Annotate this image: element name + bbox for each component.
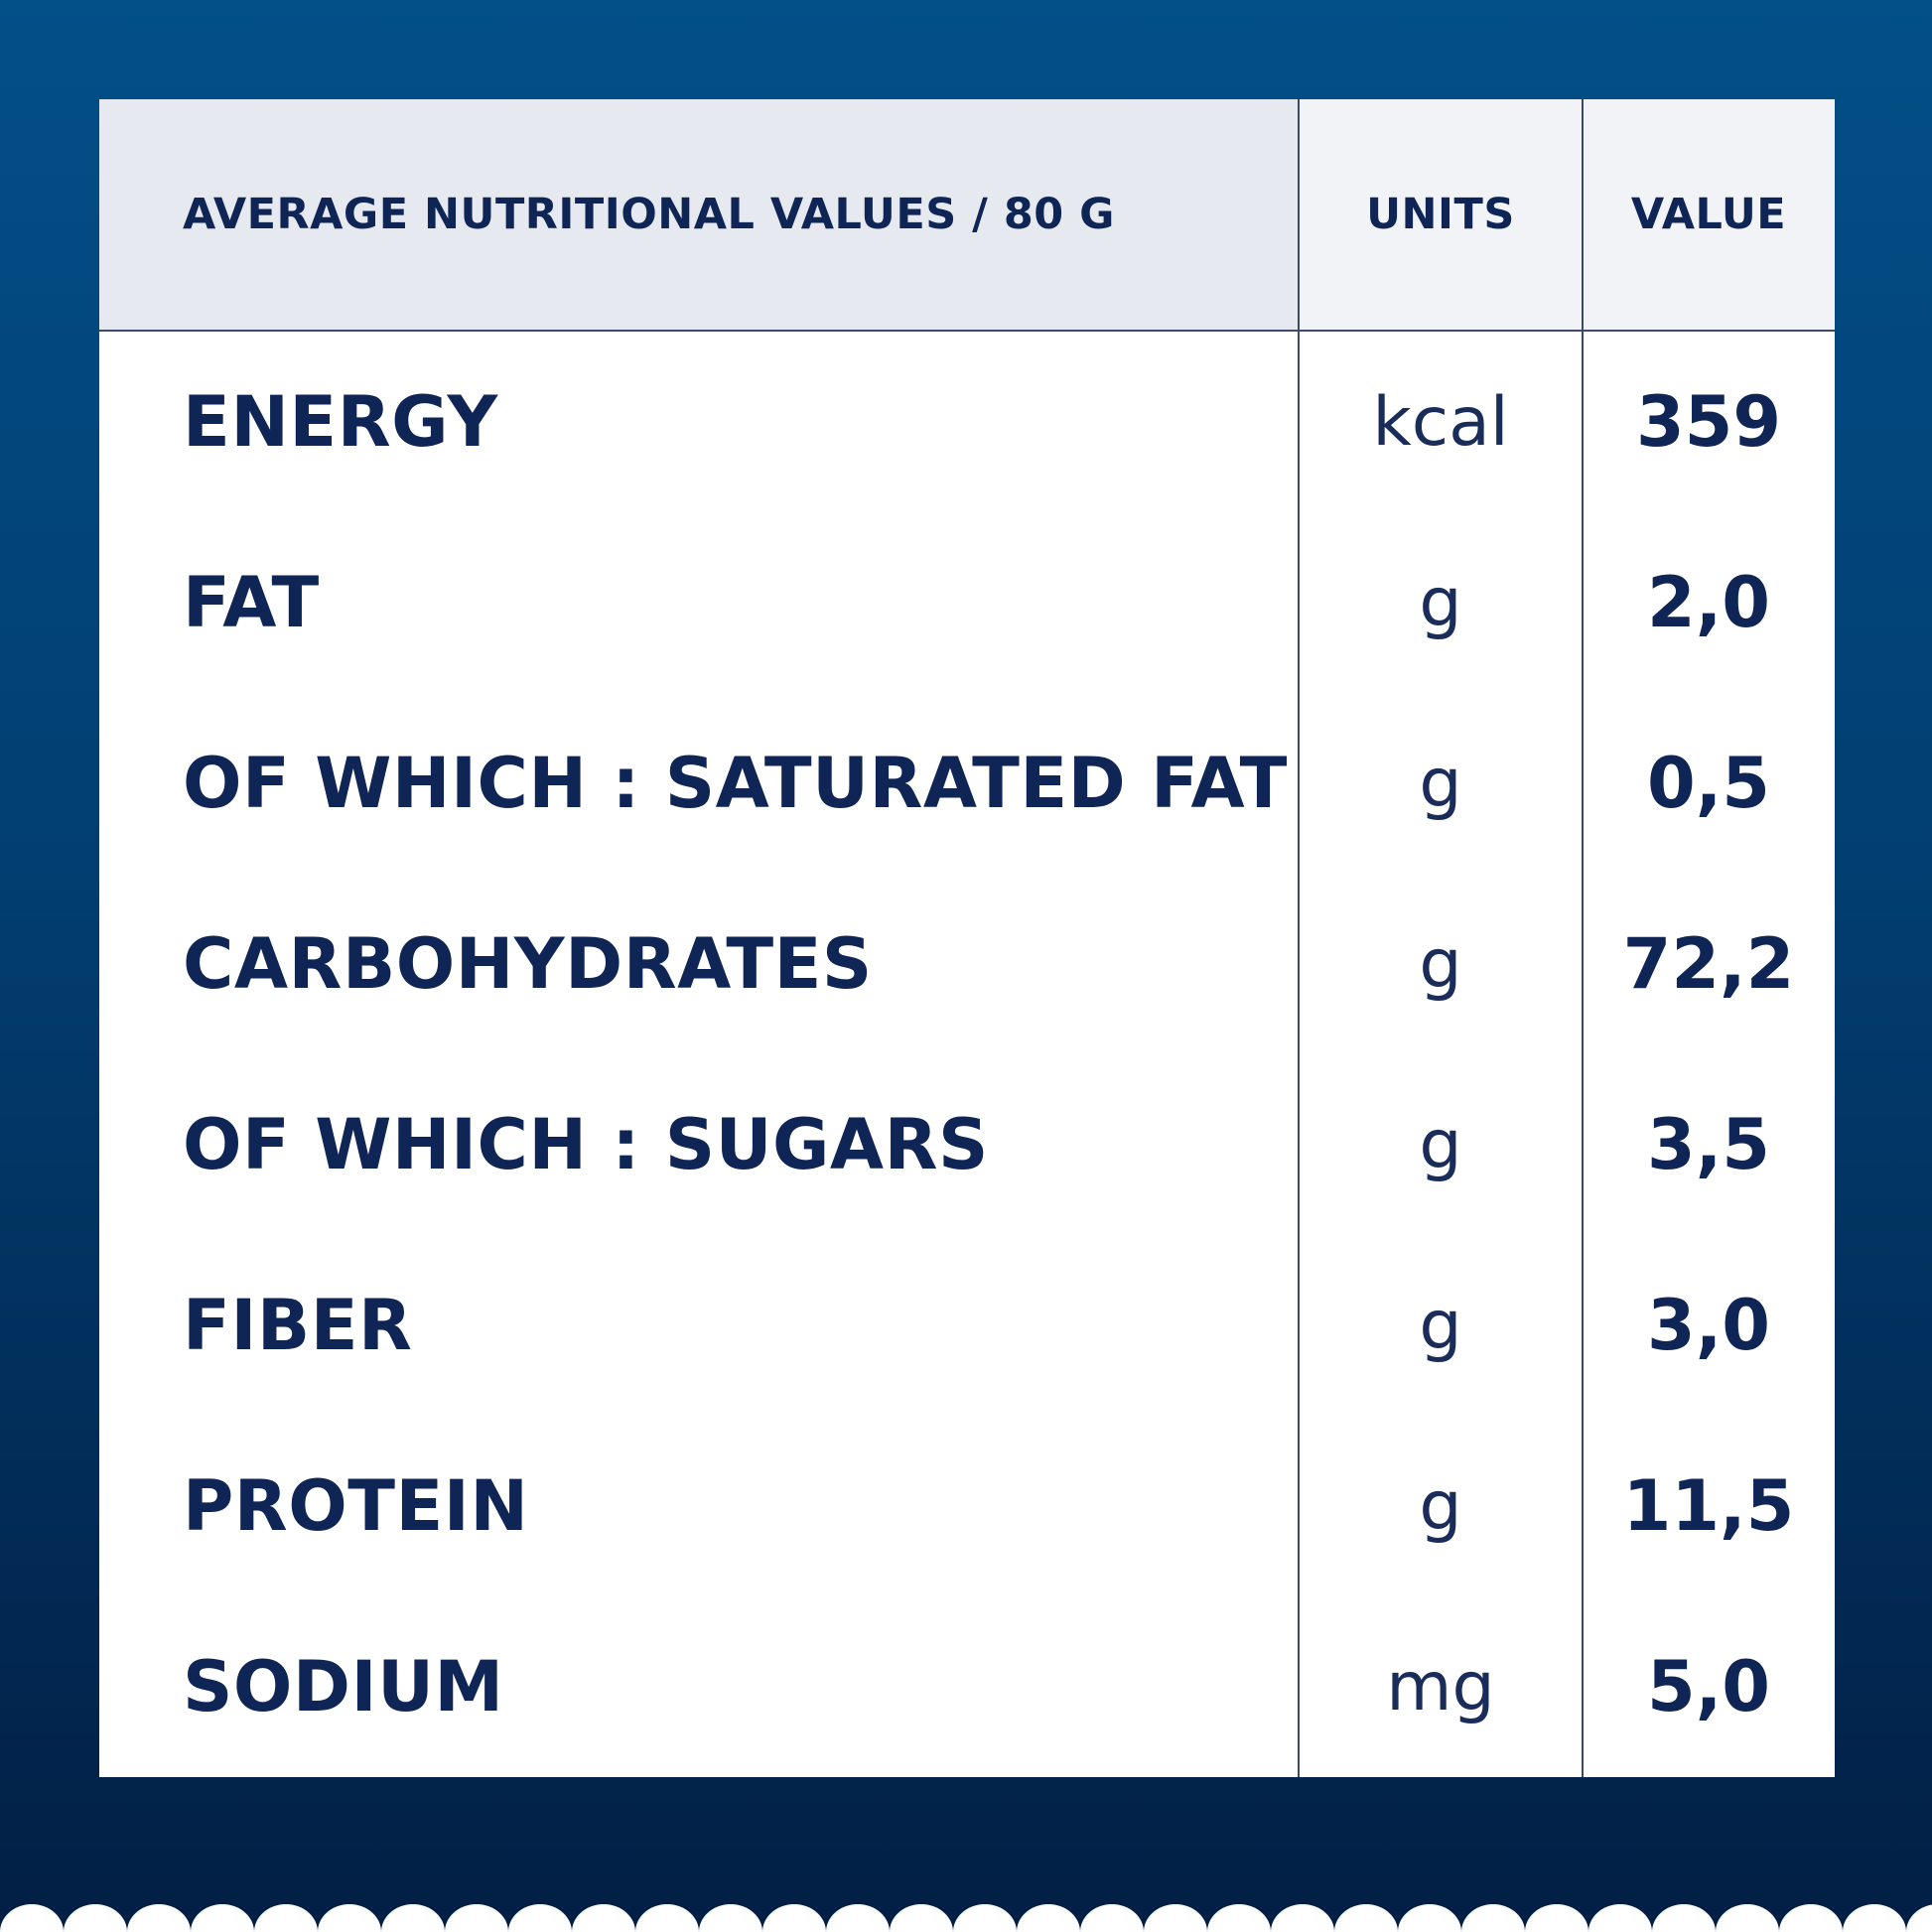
row-carbohydrates-value: 72,2 xyxy=(1622,923,1795,1005)
row-energy-name: ENERGY xyxy=(183,381,498,463)
row-fiber-unit: g xyxy=(1419,1286,1462,1365)
row-sugars-unit: g xyxy=(1419,1105,1462,1184)
row-energy-unit: kcal xyxy=(1372,382,1509,462)
row-sodium-name: SODIUM xyxy=(183,1646,504,1727)
row-sodium-unit: mg xyxy=(1386,1647,1495,1726)
row-carbohydrates-name: CARBOHYDRATES xyxy=(183,923,873,1005)
header-value: VALUE xyxy=(1583,99,1835,332)
row-sodium-value: 5,0 xyxy=(1646,1646,1770,1727)
row-protein-unit: g xyxy=(1419,1466,1462,1546)
row-sugars-name: OF WHICH : SUGARS xyxy=(183,1104,989,1185)
header-nutrient: AVERAGE NUTRITIONAL VALUES / 80 G xyxy=(99,99,1299,332)
column-divider-units xyxy=(1298,99,1300,1777)
row-fat-name: FAT xyxy=(183,562,320,643)
scalloped-edge-decoration xyxy=(0,1904,1932,1932)
nutrition-grid: AVERAGE NUTRITIONAL VALUES / 80 G UNITS … xyxy=(99,99,1835,1777)
row-fiber-value: 3,0 xyxy=(1646,1285,1770,1366)
row-fat-value: 2,0 xyxy=(1646,562,1770,643)
header-units: UNITS xyxy=(1299,99,1583,332)
row-sugars-value: 3,5 xyxy=(1646,1104,1770,1185)
column-divider-value xyxy=(1582,99,1584,1777)
row-protein-name: PROTEIN xyxy=(183,1465,529,1547)
row-protein-value: 11,5 xyxy=(1622,1465,1795,1547)
row-fiber-name: FIBER xyxy=(183,1285,413,1366)
row-saturated-fat-unit: g xyxy=(1419,744,1462,823)
row-energy-value: 359 xyxy=(1635,381,1782,463)
nutrition-table: AVERAGE NUTRITIONAL VALUES / 80 G UNITS … xyxy=(99,99,1835,1777)
row-fat-unit: g xyxy=(1419,563,1462,642)
row-saturated-fat-name: OF WHICH : SATURATED FAT xyxy=(183,743,1288,824)
row-saturated-fat-value: 0,5 xyxy=(1646,743,1770,824)
row-carbohydrates-unit: g xyxy=(1419,924,1462,1004)
